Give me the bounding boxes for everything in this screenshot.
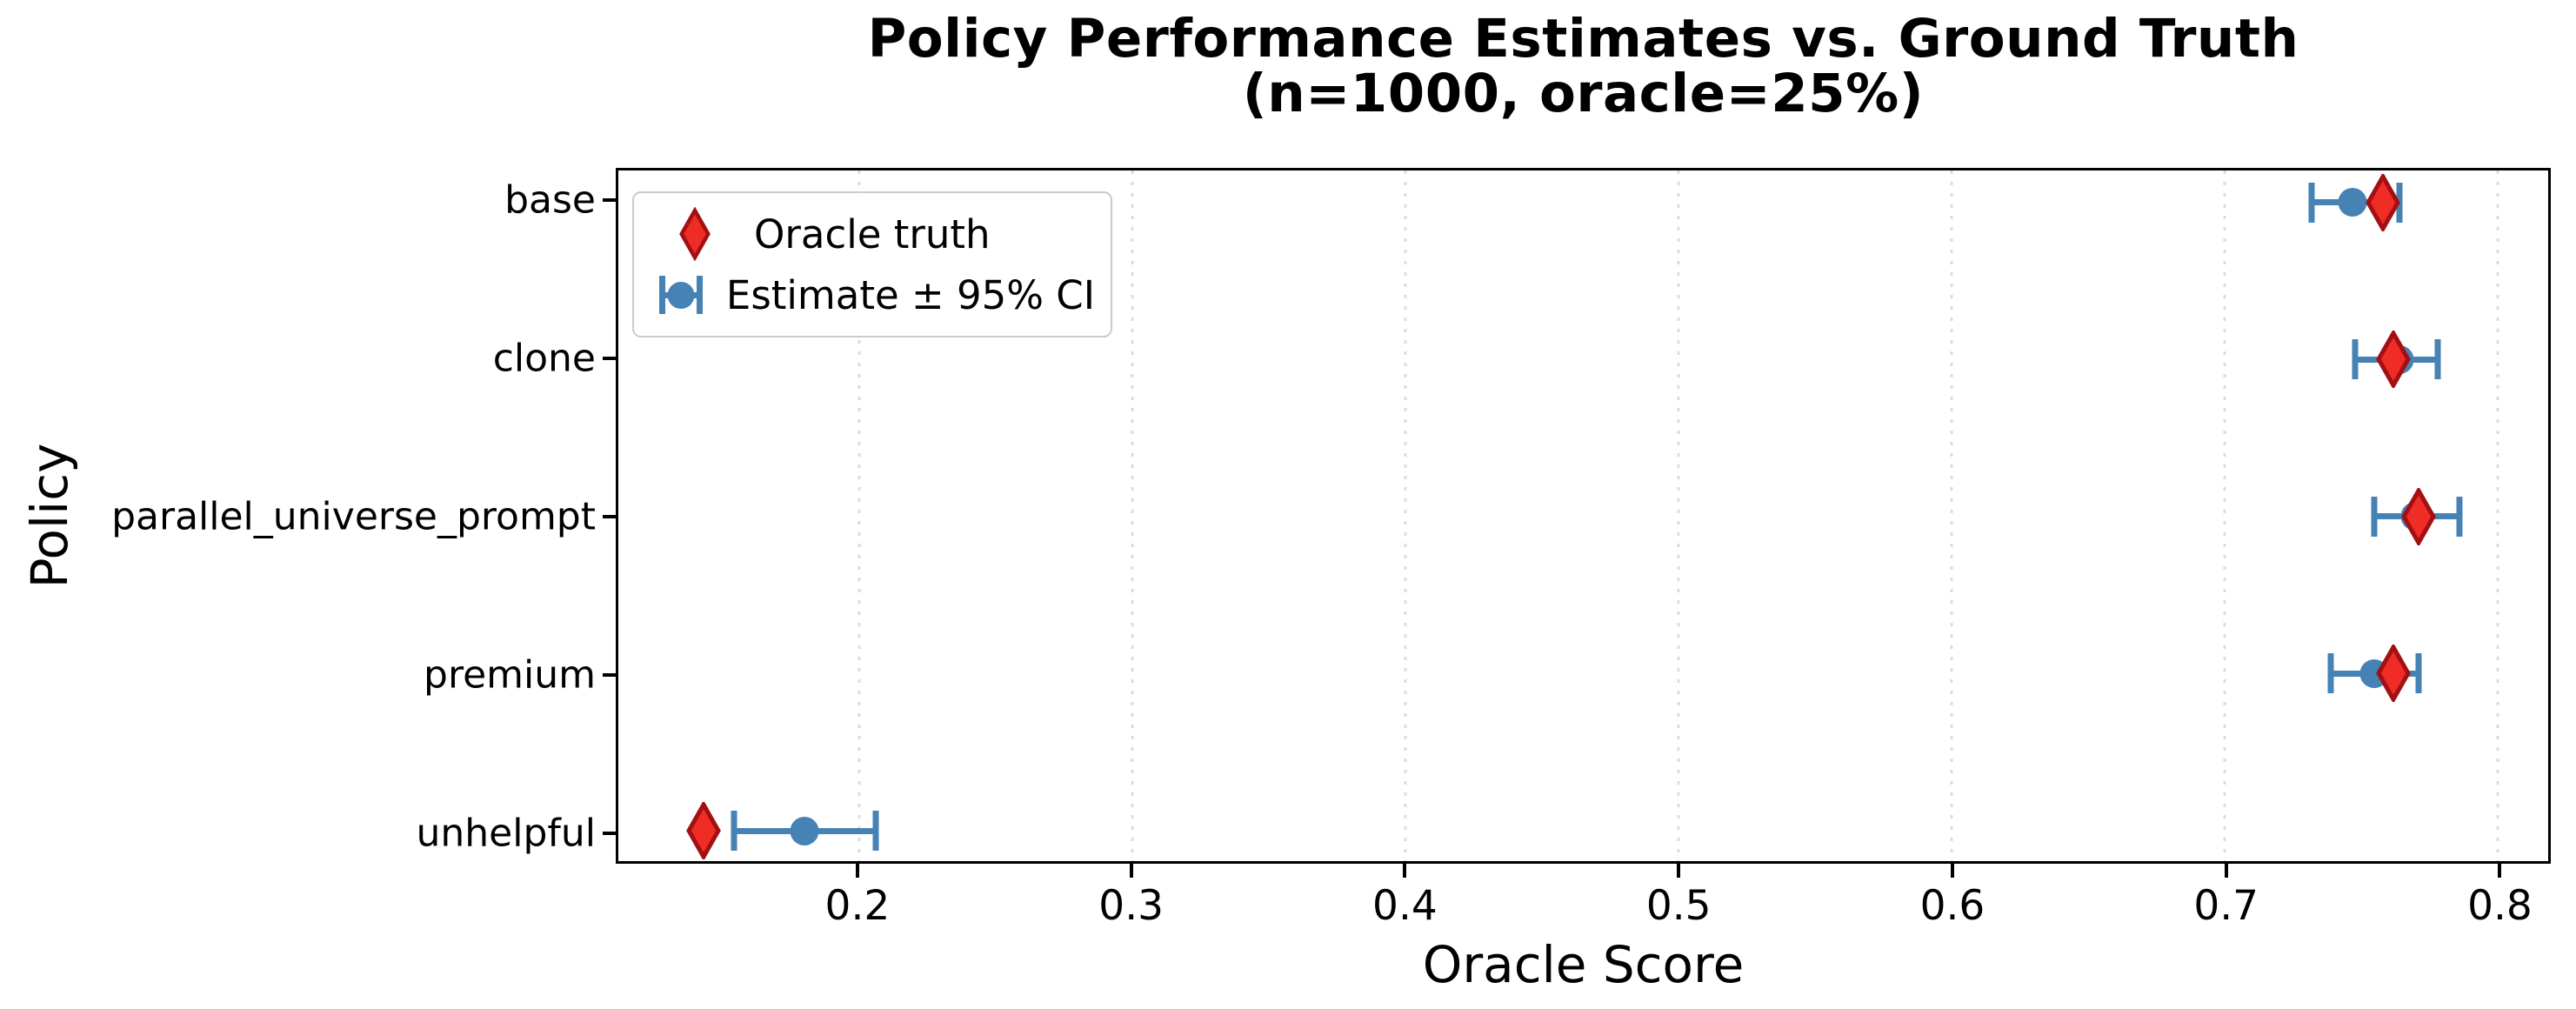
blue-errorbar-icon (650, 268, 712, 322)
legend-label: Estimate ± 95% CI (725, 271, 1095, 318)
x-tick-mark (2224, 864, 2228, 878)
x-tick-label: 0.8 (2467, 882, 2533, 930)
gridline (2496, 170, 2499, 861)
y-tick-label-unhelpful: unhelpful (416, 811, 597, 856)
y-tick-mark (603, 514, 616, 518)
ci-cap-right (2456, 496, 2463, 537)
oracle-truth-marker (2365, 171, 2400, 233)
oracle-truth-marker (2400, 485, 2436, 547)
y-tick-label-clone: clone (492, 336, 596, 381)
y-tick-label-parallel_universe_prompt: parallel_universe_prompt (111, 494, 596, 539)
chart-title-line2: (n=1000, oracle=25%) (1242, 62, 1925, 124)
ci-cap-right (2415, 653, 2422, 694)
gridline (858, 170, 861, 861)
estimate-marker (2338, 188, 2367, 217)
x-tick-label: 0.2 (824, 882, 891, 930)
y-tick-label-premium: premium (424, 652, 596, 698)
ci-cap-left (2352, 339, 2359, 380)
plot-area: Oracle truth Estimate ± 95% CI (616, 168, 2551, 864)
y-tick-label-base: base (504, 177, 596, 223)
x-tick-mark (1677, 864, 1681, 878)
chart-title: Policy Performance Estimates vs. Ground … (616, 8, 2551, 124)
gridline (1677, 170, 1680, 861)
x-tick-label: 0.6 (1919, 882, 1985, 930)
ci-cap-left (2327, 653, 2334, 694)
ci-cap-right (872, 811, 879, 852)
estimate-marker (790, 816, 819, 845)
y-axis-label: Policy (20, 443, 79, 589)
ci-cap-right (2434, 339, 2441, 380)
y-tick-mark (603, 356, 616, 360)
x-tick-label: 0.5 (1645, 882, 1712, 930)
chart-title-line1: Policy Performance Estimates vs. Ground … (867, 8, 2299, 70)
gridline (1404, 170, 1407, 861)
gridline (1131, 170, 1134, 861)
legend-entry-estimate: Estimate ± 95% CI (650, 268, 1095, 322)
legend-entry-oracle-truth: Oracle truth (650, 207, 1095, 261)
y-tick-mark (603, 831, 616, 835)
x-tick-label: 0.3 (1098, 882, 1165, 930)
x-tick-mark (855, 864, 859, 878)
y-tick-mark (603, 672, 616, 677)
gridline (2223, 170, 2226, 861)
ci-cap-left (2308, 182, 2315, 223)
ci-cap-left (2371, 496, 2378, 537)
legend-label: Oracle truth (754, 210, 991, 257)
x-tick-label: 0.4 (1372, 882, 1438, 930)
gridline (1950, 170, 1953, 861)
x-tick-mark (2498, 864, 2502, 878)
y-tick-mark (603, 197, 616, 202)
x-tick-label: 0.7 (2193, 882, 2259, 930)
oracle-truth-marker (2376, 643, 2412, 705)
oracle-truth-marker (2376, 329, 2412, 391)
red-diamond-icon (650, 207, 740, 261)
x-tick-mark (1129, 864, 1133, 878)
x-tick-mark (1950, 864, 1954, 878)
x-axis-label: Oracle Score (1422, 935, 1745, 994)
oracle-truth-marker (686, 799, 722, 862)
x-tick-mark (1403, 864, 1407, 878)
ci-cap-left (731, 811, 737, 852)
legend: Oracle truth Estimate ± 95% CI (632, 191, 1112, 337)
